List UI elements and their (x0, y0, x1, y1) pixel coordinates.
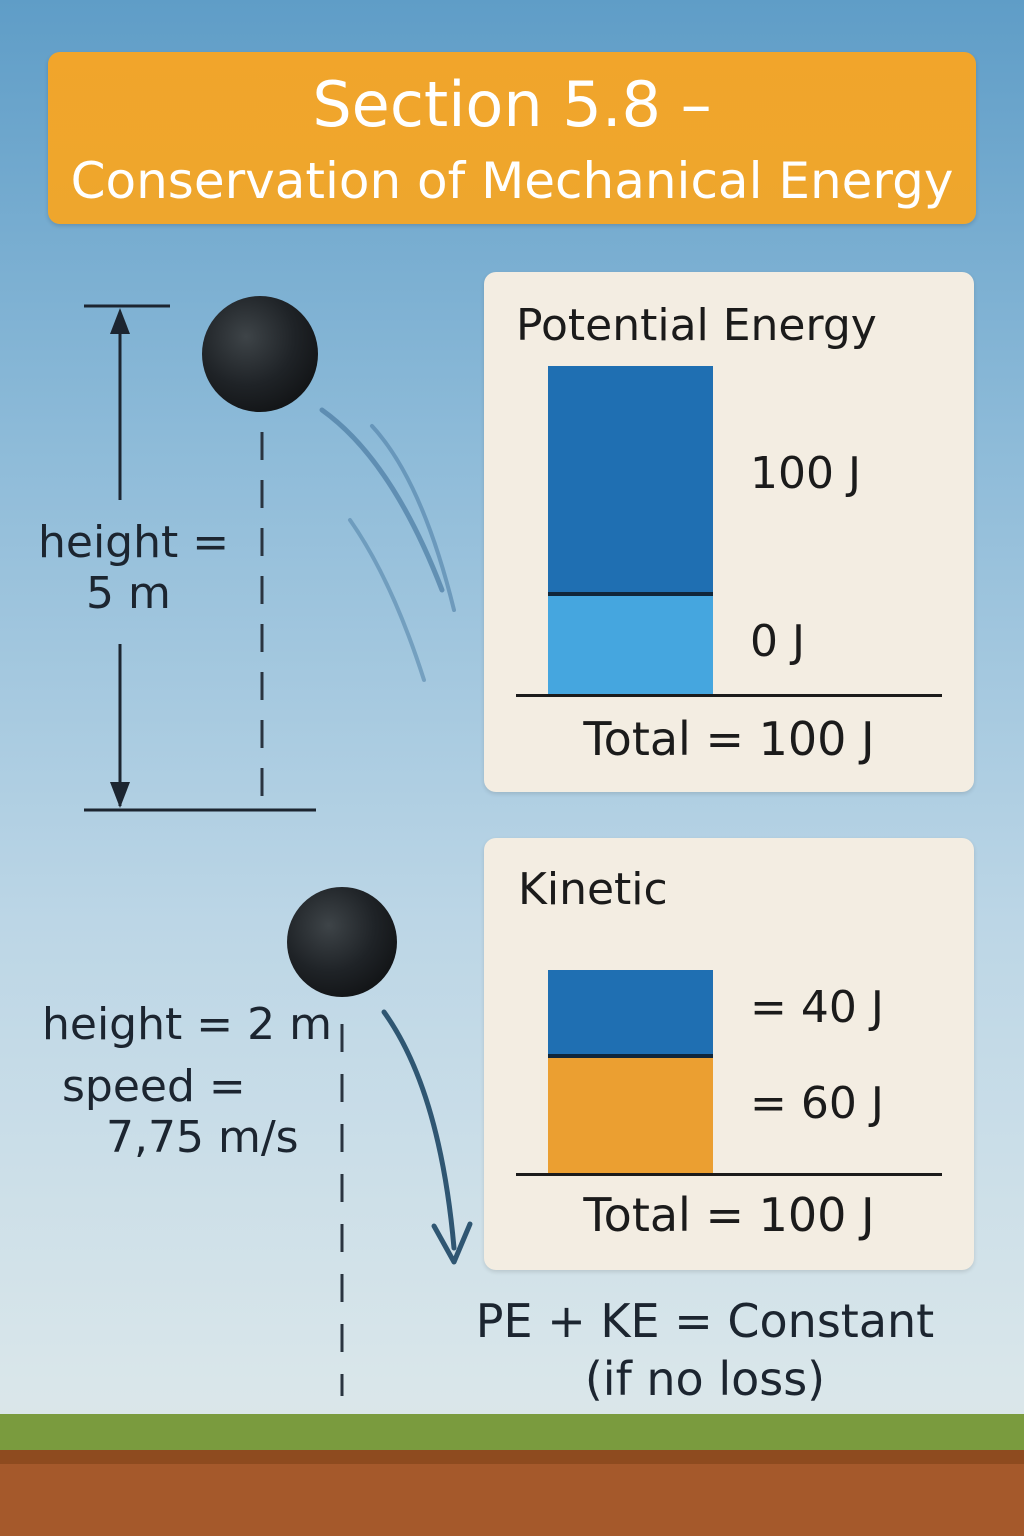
energy-equation: PE + KE = Constant (if no loss) (440, 1292, 970, 1408)
ground-grass (0, 1414, 1024, 1452)
potential-panel-title: Potential Energy (516, 300, 877, 351)
fall-arrow-icon (381, 1009, 473, 1265)
potential-lower-value: 0 J (750, 616, 805, 667)
speed-label-line2: 7,75 m/s (106, 1111, 299, 1163)
top-height-label-line1: height = (38, 517, 230, 568)
kinetic-lower-value: = 60 J (750, 1078, 884, 1129)
kinetic-bar-divider (548, 1054, 713, 1058)
ball-icon (287, 887, 397, 997)
ground-edge (0, 1450, 1024, 1466)
kinetic-energy-panel: Kinetic = 40 J = 60 J Total = 100 J (484, 838, 974, 1270)
kinetic-baseline (516, 1173, 942, 1176)
page-subtitle: Conservation of Mechanical Energy (70, 152, 954, 210)
top-height-label: height = 5 m (38, 517, 238, 619)
potential-bar-divider (548, 592, 713, 596)
potential-bar-upper (548, 366, 713, 594)
potential-total: Total = 100 J (583, 712, 875, 766)
potential-baseline (516, 694, 942, 697)
page-title: Section 5.8 – (312, 68, 712, 141)
speed-label-line1: speed = (62, 1061, 246, 1112)
equation-line2: (if no loss) (584, 1352, 826, 1406)
speed-label: speed = 7,75 m/s (62, 1061, 299, 1163)
bottom-height-label: height = 2 m (42, 999, 332, 1050)
equation-line1: PE + KE = Constant (475, 1294, 935, 1348)
kinetic-bar-lower (548, 1058, 713, 1174)
height-arrow-icon (84, 304, 316, 812)
kinetic-bar-upper (548, 970, 713, 1056)
motion-lines-icon (319, 407, 456, 682)
title-banner (48, 52, 976, 224)
kinetic-panel-title: Kinetic (518, 864, 668, 915)
potential-upper-value: 100 J (750, 448, 861, 499)
potential-energy-panel: Potential Energy 100 J 0 J Total = 100 J (484, 272, 974, 792)
top-height-label-line2: 5 m (86, 567, 171, 619)
kinetic-total: Total = 100 J (583, 1188, 875, 1242)
potential-bar-lower (548, 596, 713, 696)
ground-soil (0, 1464, 1024, 1536)
kinetic-upper-value: = 40 J (750, 982, 884, 1033)
ball-icon (202, 296, 318, 412)
